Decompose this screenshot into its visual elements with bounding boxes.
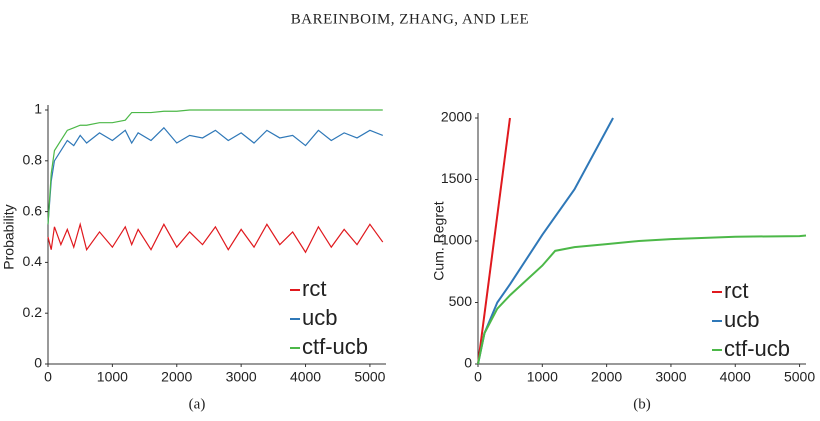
- data-line: [477, 117, 511, 365]
- legend-label: rct: [302, 276, 326, 301]
- y-tick-label: 0.8: [23, 152, 43, 168]
- y-axis-label: Probability: [1, 204, 17, 269]
- x-tick-label: 0: [44, 369, 52, 385]
- y-tick-label: 0.4: [23, 253, 43, 269]
- x-tick-label: 5000: [354, 369, 385, 385]
- x-tick-label: 3000: [226, 369, 257, 385]
- legend-label: ucb: [302, 305, 337, 330]
- data-line: [47, 221, 384, 254]
- x-tick-label: 0: [474, 369, 482, 385]
- y-tick-label: 500: [449, 293, 473, 309]
- legend-label: ctf-ucb: [724, 336, 790, 361]
- x-tick-label: 2000: [161, 369, 192, 385]
- y-tick-label: 1: [34, 101, 42, 117]
- data-line: [47, 109, 383, 225]
- y-tick-label: 0: [34, 355, 42, 371]
- x-tick-label: 5000: [784, 369, 815, 385]
- caption: (a): [189, 396, 206, 412]
- caption: (b): [633, 396, 651, 412]
- legend-label: ctf-ucb: [302, 334, 368, 359]
- y-tick-label: 2000: [441, 109, 472, 125]
- y-tick-label: 0.6: [23, 202, 43, 218]
- y-tick-label: 0: [464, 355, 472, 371]
- y-tick-label: 1000: [441, 232, 472, 248]
- x-tick-label: 4000: [290, 369, 321, 385]
- data-line: [47, 126, 384, 225]
- x-tick-label: 1000: [97, 369, 128, 385]
- data-line: [477, 234, 807, 365]
- x-tick-label: 2000: [591, 369, 622, 385]
- x-tick-label: 3000: [655, 369, 686, 385]
- y-tick-label: 1500: [441, 170, 472, 186]
- legend-label: rct: [724, 278, 748, 303]
- legend-label: ucb: [724, 307, 759, 332]
- running-header: Bareinboim, Zhang, and Lee: [291, 11, 529, 27]
- x-tick-label: 1000: [527, 369, 558, 385]
- y-axis-label: Cum. Regret: [431, 201, 447, 280]
- data-line: [477, 117, 614, 365]
- x-tick-label: 4000: [720, 369, 751, 385]
- y-tick-label: 0.2: [23, 304, 43, 320]
